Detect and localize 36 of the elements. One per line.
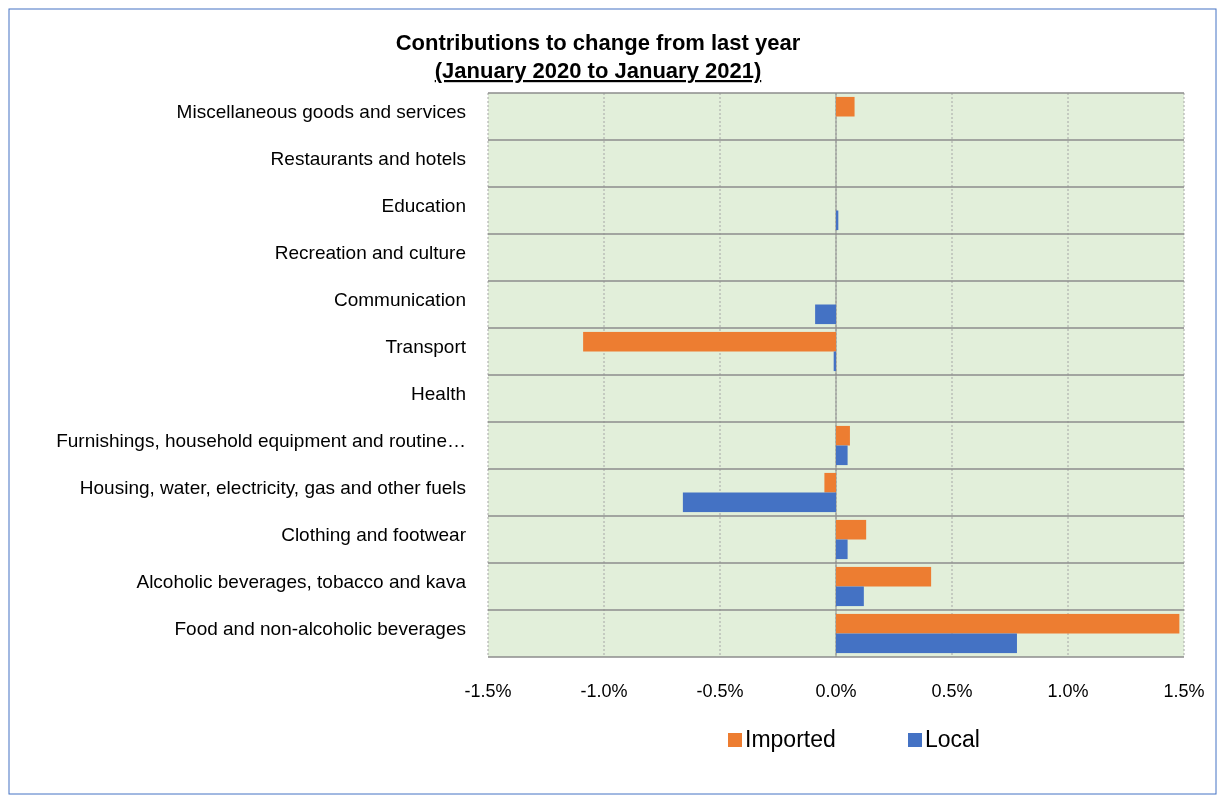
- x-tick-label: 1.0%: [1047, 681, 1089, 701]
- x-tick-label: 0.0%: [815, 681, 857, 701]
- y-tick-label: Restaurants and hotels: [270, 147, 466, 169]
- bar: [836, 96, 855, 117]
- x-tick-label: 0.5%: [931, 681, 973, 701]
- x-tick-label: 1.5%: [1163, 681, 1205, 701]
- bar: [682, 492, 836, 513]
- y-tick-label: Health: [411, 382, 466, 404]
- bar: [836, 633, 1017, 654]
- x-tick-label: -1.5%: [464, 681, 512, 701]
- legend-label: Imported: [745, 726, 836, 752]
- bar: [824, 472, 836, 493]
- chart-title: Contributions to change from last year: [395, 30, 801, 55]
- bar: [836, 519, 867, 540]
- bar: [836, 425, 850, 446]
- bar: [815, 304, 836, 325]
- y-tick-label: Communication: [334, 288, 466, 310]
- bar: [836, 613, 1180, 634]
- y-tick-label: Education: [381, 194, 466, 216]
- y-tick-label: Furnishings, household equipment and routine…: [56, 429, 466, 451]
- y-tick-label: Alcoholic beverages, tobacco and kava: [136, 570, 467, 592]
- legend-label: Local: [925, 726, 980, 752]
- bar: [836, 566, 932, 587]
- x-tick-label: -0.5%: [696, 681, 744, 701]
- y-tick-label: Recreation and culture: [274, 241, 466, 263]
- y-tick-label: Food and non-alcoholic beverages: [174, 617, 466, 639]
- bar: [836, 539, 848, 560]
- y-tick-label: Housing, water, electricity, gas and other fuels: [79, 476, 466, 498]
- y-tick-label: Transport: [385, 335, 467, 357]
- bar: [583, 331, 836, 352]
- bar: [836, 445, 848, 466]
- chart-subtitle: (January 2020 to January 2021): [434, 58, 762, 83]
- y-tick-label: Miscellaneous goods and services: [176, 100, 466, 122]
- x-tick-label: -1.0%: [580, 681, 628, 701]
- bar: [836, 586, 864, 607]
- y-tick-label: Clothing and footwear: [281, 523, 467, 545]
